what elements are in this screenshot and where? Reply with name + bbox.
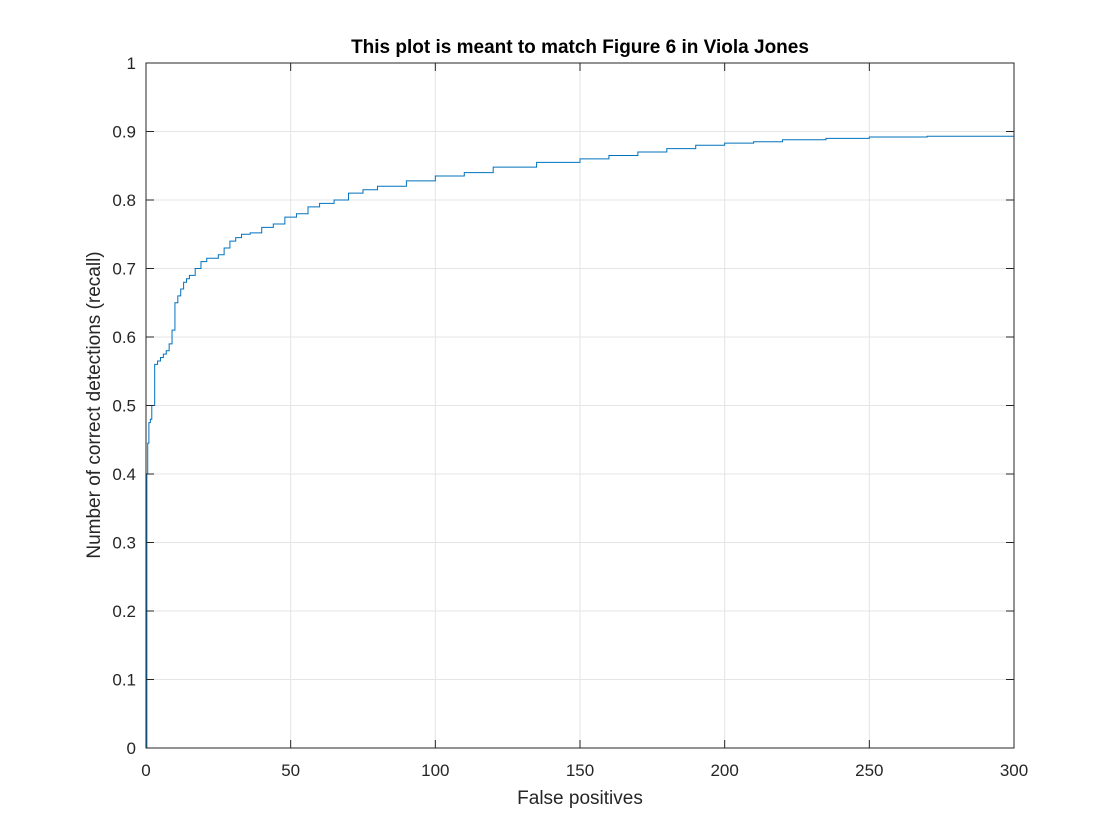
x-tick-labels: 0 50 100 150 200 250 300 xyxy=(141,761,1028,780)
y-tick-label: 0.4 xyxy=(112,465,136,484)
y-tick-label: 0.5 xyxy=(112,397,136,416)
y-tick-label: 0.1 xyxy=(112,671,136,690)
x-axis-label: False positives xyxy=(517,788,643,809)
y-tick-label: 0.2 xyxy=(112,602,136,621)
x-tick-label: 250 xyxy=(855,761,883,780)
x-tick-label: 0 xyxy=(141,761,150,780)
y-tick-label: 0.8 xyxy=(112,191,136,210)
x-tick-label: 150 xyxy=(566,761,594,780)
y-tick-label: 0 xyxy=(127,739,136,758)
tick-marks xyxy=(145,62,1015,749)
chart-title: This plot is meant to match Figure 6 in … xyxy=(351,37,809,58)
y-tick-label: 0.3 xyxy=(112,534,136,553)
x-tick-label: 50 xyxy=(281,761,300,780)
series-layer xyxy=(146,135,1015,749)
x-tick-label: 300 xyxy=(1000,761,1028,780)
x-tick-label: 200 xyxy=(710,761,738,780)
y-tick-label: 1 xyxy=(127,54,136,73)
y-tick-label: 0.7 xyxy=(112,260,136,279)
y-tick-labels: 0 0.1 0.2 0.3 0.4 0.5 0.6 0.7 0.8 0.9 1 xyxy=(112,54,136,758)
y-tick-label: 0.9 xyxy=(112,123,136,142)
y-tick-label: 0.6 xyxy=(112,328,136,347)
series-line xyxy=(146,135,1015,749)
y-axis-label: Number of correct detections (recall) xyxy=(84,251,105,558)
x-tick-label: 100 xyxy=(421,761,449,780)
